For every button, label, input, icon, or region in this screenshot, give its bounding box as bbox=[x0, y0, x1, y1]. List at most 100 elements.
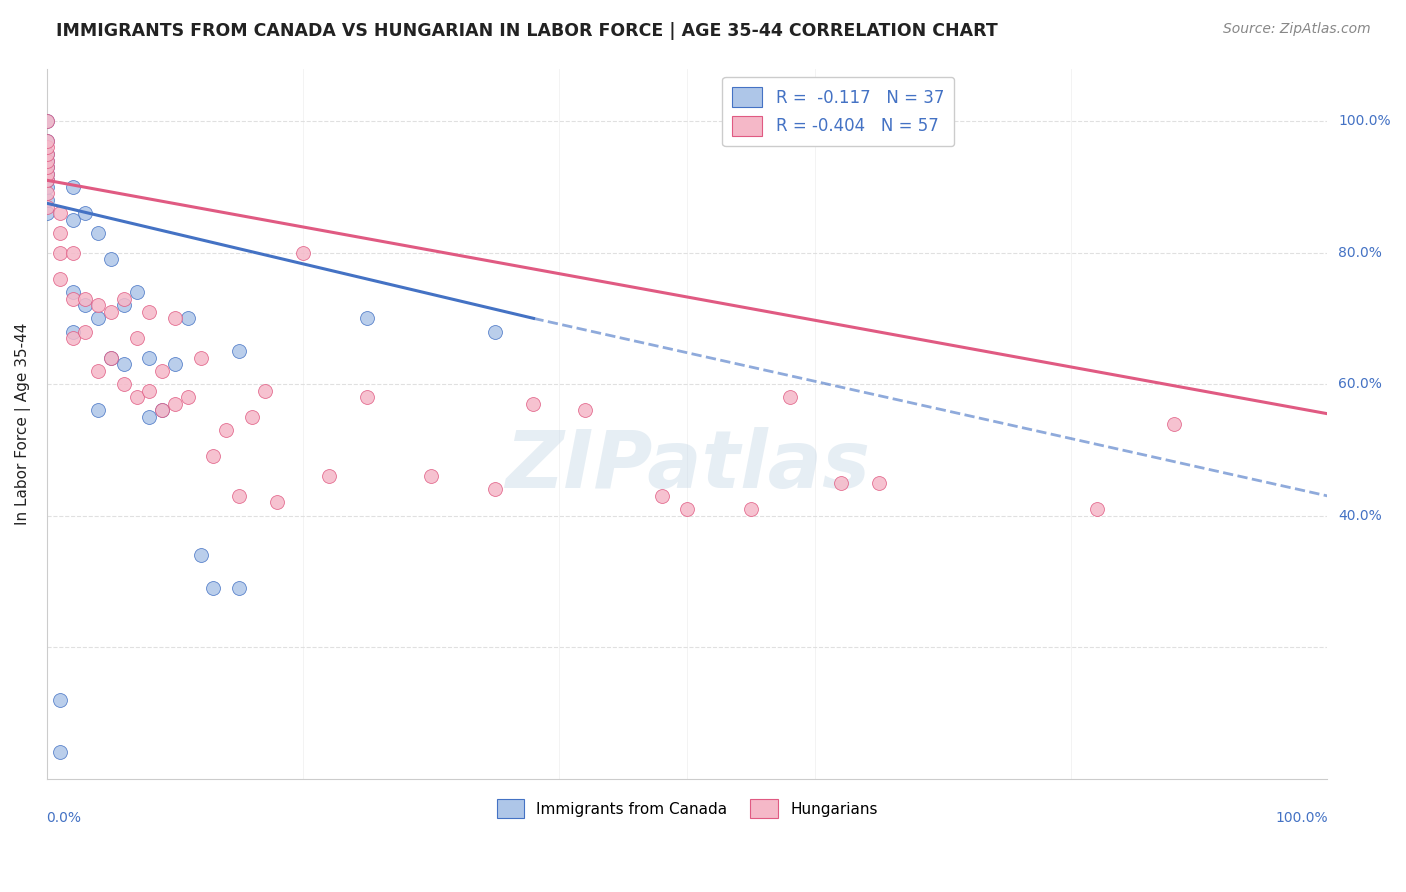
Point bbox=[202, 450, 225, 464]
Text: 40.0%: 40.0% bbox=[1339, 508, 1382, 523]
Point bbox=[420, 469, 443, 483]
Point bbox=[125, 390, 148, 404]
Point bbox=[62, 292, 84, 306]
Point bbox=[1163, 417, 1185, 431]
Point bbox=[356, 390, 378, 404]
Point bbox=[292, 245, 315, 260]
Point bbox=[240, 409, 263, 424]
Point bbox=[253, 384, 276, 398]
Point bbox=[49, 226, 72, 240]
Point bbox=[75, 292, 97, 306]
Point bbox=[49, 206, 72, 220]
Point bbox=[522, 397, 544, 411]
Point bbox=[62, 245, 84, 260]
Point bbox=[87, 311, 110, 326]
Point bbox=[35, 147, 58, 161]
Point bbox=[35, 193, 58, 207]
Point bbox=[190, 548, 212, 562]
Point bbox=[35, 167, 58, 181]
Point bbox=[87, 226, 110, 240]
Point bbox=[779, 390, 801, 404]
Text: Source: ZipAtlas.com: Source: ZipAtlas.com bbox=[1223, 22, 1371, 37]
Point bbox=[163, 357, 186, 371]
Point bbox=[163, 397, 186, 411]
Point bbox=[150, 403, 173, 417]
Point bbox=[484, 483, 506, 497]
Point bbox=[35, 153, 58, 168]
Point bbox=[112, 292, 135, 306]
Point bbox=[62, 212, 84, 227]
Point bbox=[190, 351, 212, 365]
Point bbox=[138, 305, 160, 319]
Point bbox=[177, 311, 200, 326]
Point bbox=[356, 311, 378, 326]
Point bbox=[125, 331, 148, 345]
Point bbox=[138, 351, 160, 365]
Point bbox=[177, 390, 200, 404]
Text: 60.0%: 60.0% bbox=[1339, 377, 1382, 391]
Text: IMMIGRANTS FROM CANADA VS HUNGARIAN IN LABOR FORCE | AGE 35-44 CORRELATION CHART: IMMIGRANTS FROM CANADA VS HUNGARIAN IN L… bbox=[56, 22, 998, 40]
Point bbox=[138, 384, 160, 398]
Point bbox=[62, 179, 84, 194]
Point bbox=[125, 285, 148, 299]
Point bbox=[112, 298, 135, 312]
Text: ZIPatlas: ZIPatlas bbox=[505, 427, 870, 505]
Point bbox=[35, 160, 58, 174]
Point bbox=[150, 403, 173, 417]
Point bbox=[202, 581, 225, 595]
Point bbox=[650, 489, 672, 503]
Text: 0.0%: 0.0% bbox=[45, 811, 80, 824]
Point bbox=[676, 502, 699, 516]
Point bbox=[112, 377, 135, 392]
Point bbox=[574, 403, 596, 417]
Point bbox=[228, 581, 250, 595]
Point bbox=[87, 364, 110, 378]
Point bbox=[87, 403, 110, 417]
Point bbox=[112, 357, 135, 371]
Point bbox=[62, 331, 84, 345]
Point bbox=[35, 200, 58, 214]
Point bbox=[49, 745, 72, 759]
Point bbox=[75, 206, 97, 220]
Point bbox=[35, 114, 58, 128]
Point bbox=[35, 186, 58, 201]
Point bbox=[868, 475, 890, 490]
Point bbox=[35, 167, 58, 181]
Point bbox=[35, 173, 58, 187]
Point bbox=[49, 692, 72, 706]
Point bbox=[100, 351, 122, 365]
Point bbox=[75, 325, 97, 339]
Point bbox=[318, 469, 340, 483]
Point bbox=[35, 160, 58, 174]
Point bbox=[49, 245, 72, 260]
Point bbox=[150, 364, 173, 378]
Point bbox=[740, 502, 762, 516]
Point bbox=[35, 153, 58, 168]
Point bbox=[1085, 502, 1108, 516]
Point bbox=[87, 298, 110, 312]
Point bbox=[62, 325, 84, 339]
Point bbox=[228, 344, 250, 359]
Point bbox=[35, 140, 58, 154]
Point bbox=[215, 423, 238, 437]
Point bbox=[266, 495, 288, 509]
Point bbox=[35, 134, 58, 148]
Point bbox=[35, 206, 58, 220]
Point bbox=[932, 114, 955, 128]
Point bbox=[35, 134, 58, 148]
Point bbox=[163, 311, 186, 326]
Point bbox=[228, 489, 250, 503]
Point bbox=[100, 305, 122, 319]
Point bbox=[100, 252, 122, 267]
Text: 100.0%: 100.0% bbox=[1339, 114, 1391, 128]
Point bbox=[62, 285, 84, 299]
Point bbox=[35, 114, 58, 128]
Legend: Immigrants from Canada, Hungarians: Immigrants from Canada, Hungarians bbox=[491, 793, 884, 824]
Point bbox=[49, 272, 72, 286]
Point bbox=[35, 147, 58, 161]
Text: 80.0%: 80.0% bbox=[1339, 245, 1382, 260]
Point bbox=[75, 298, 97, 312]
Text: 100.0%: 100.0% bbox=[1275, 811, 1329, 824]
Point bbox=[100, 351, 122, 365]
Point bbox=[484, 325, 506, 339]
